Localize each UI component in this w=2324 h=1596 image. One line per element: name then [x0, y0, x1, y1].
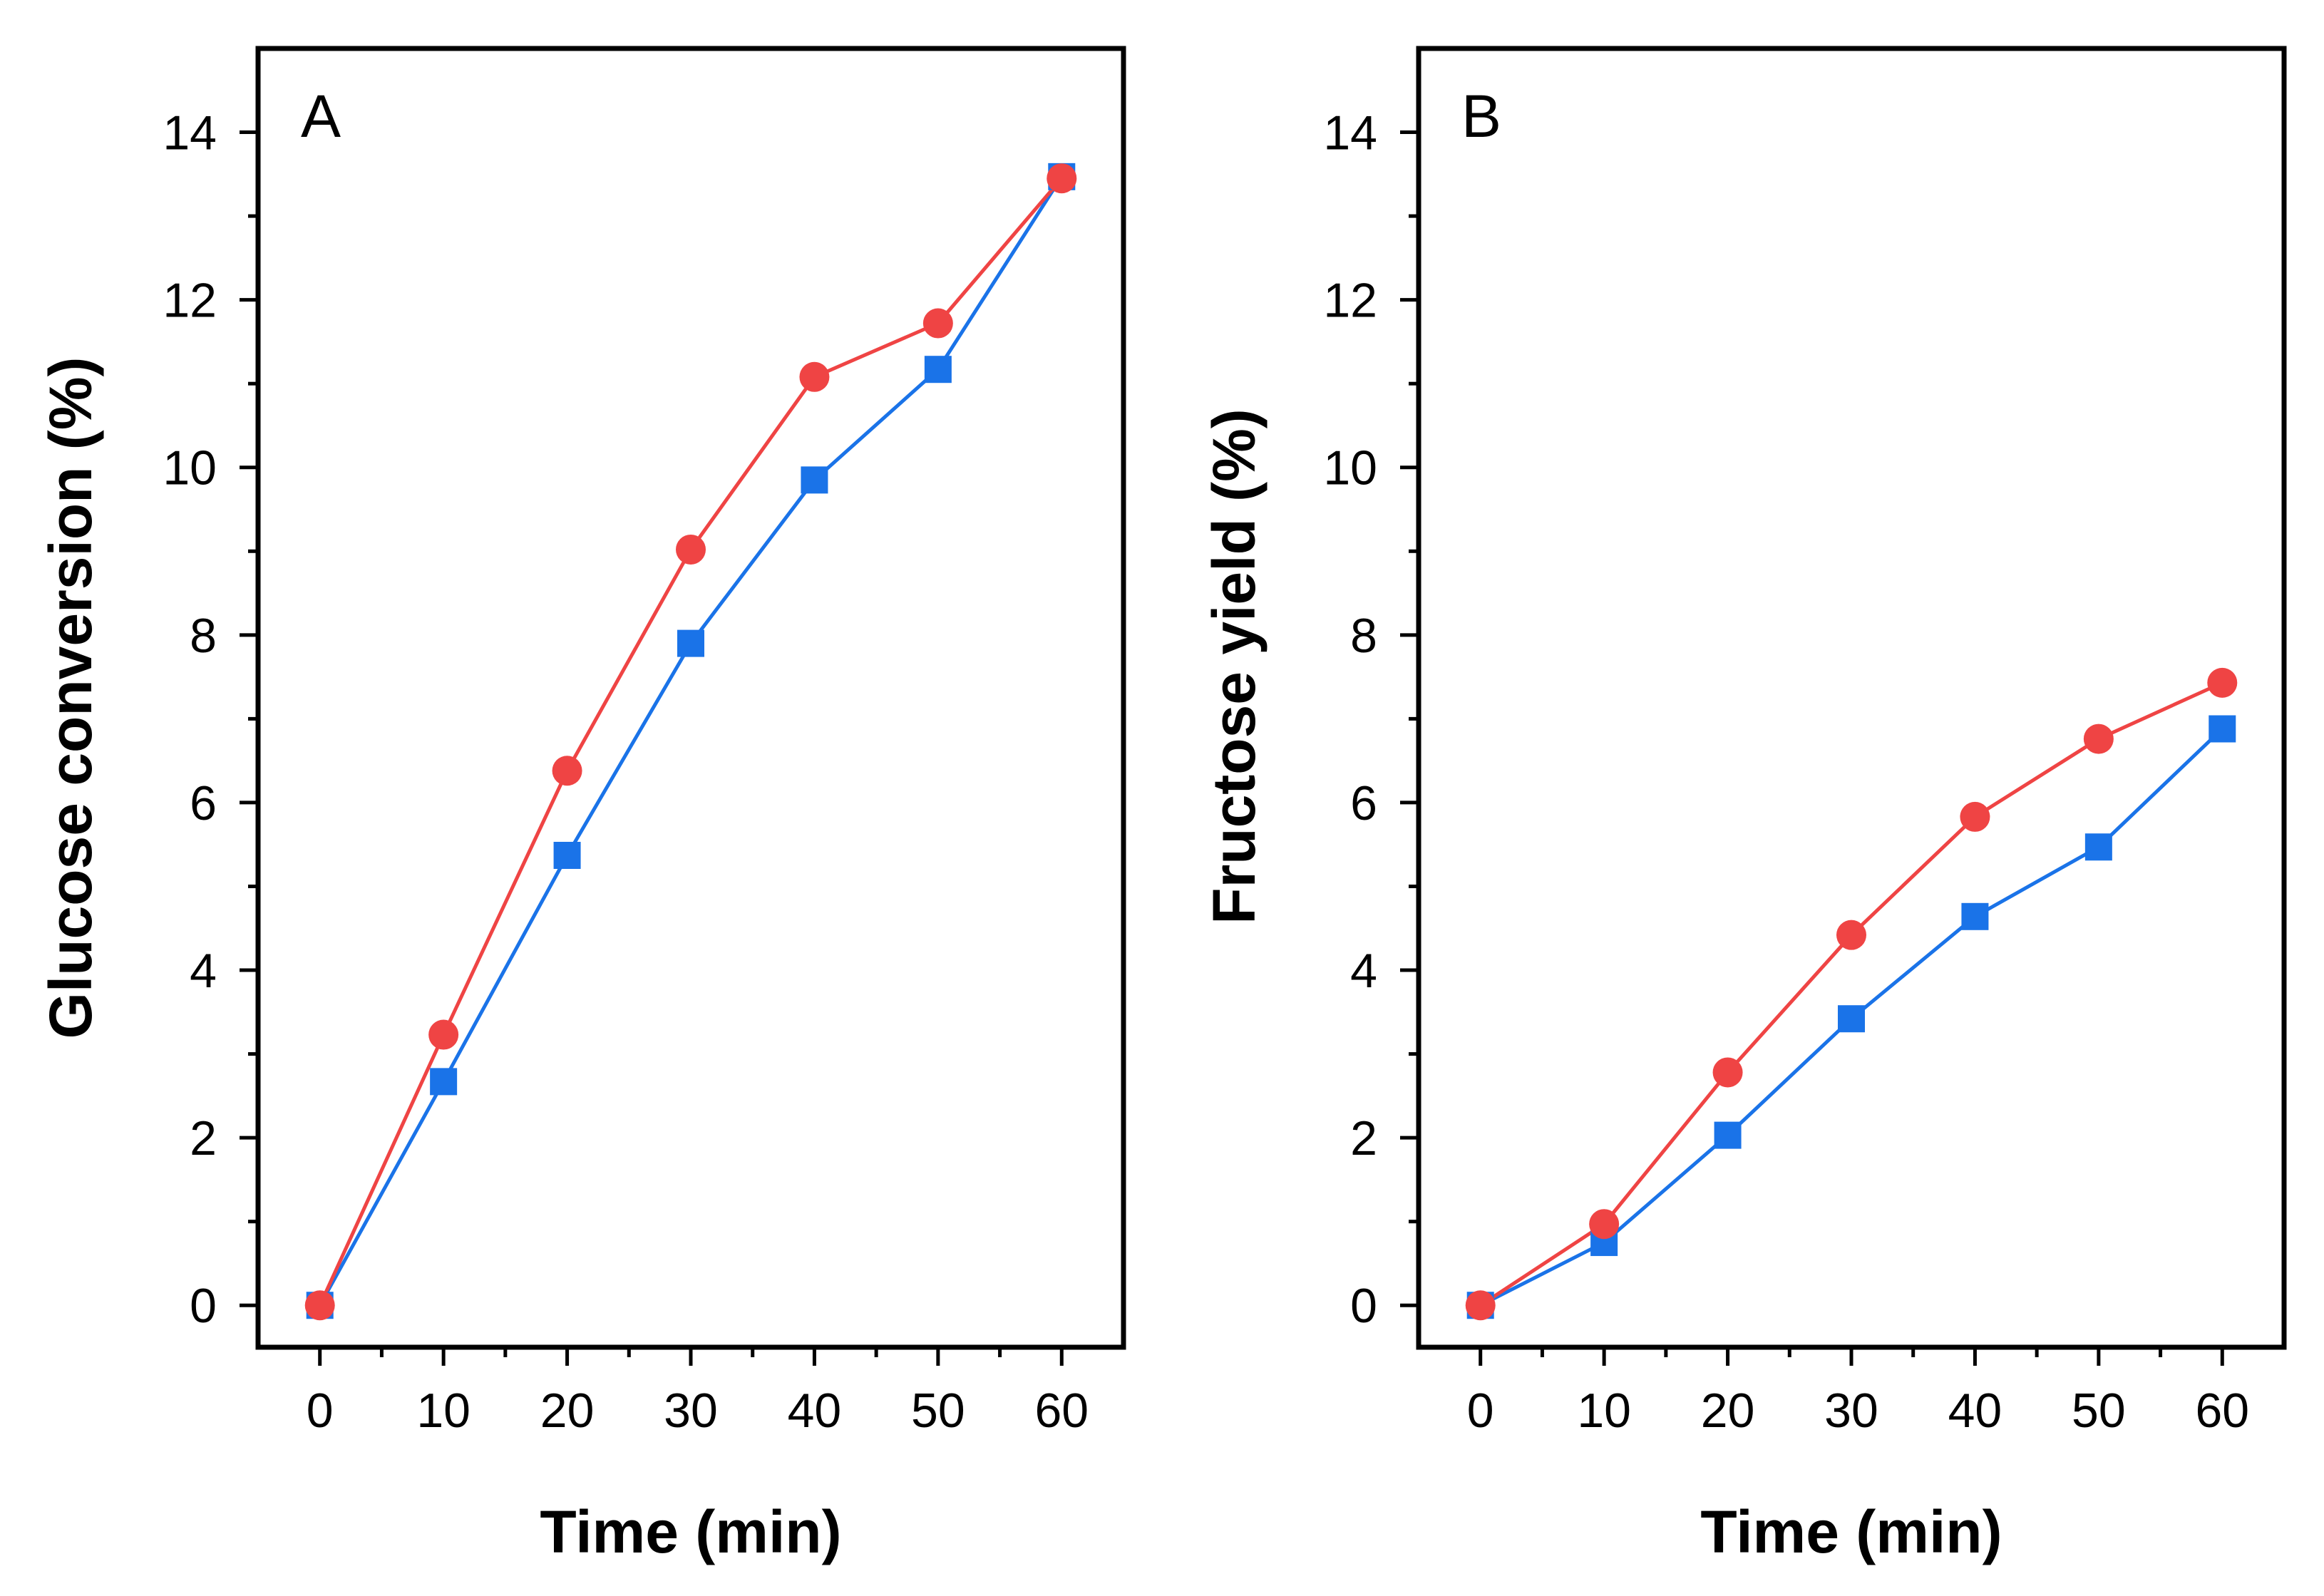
x-tick-label: 50 [911, 1384, 965, 1438]
x-tick-label: 10 [1577, 1384, 1631, 1438]
series-red-circle-point [922, 308, 953, 339]
x-tick-label: 20 [540, 1384, 595, 1438]
series-red-circle-point [676, 534, 706, 565]
panel-label: B [1461, 83, 1501, 150]
series-blue-square-point [1838, 1005, 1865, 1033]
series-blue-square-point [677, 629, 704, 657]
y-tick-label: 12 [1323, 274, 1377, 328]
y-axis: 0 2 4 6 8 10 12 14 [1323, 106, 1419, 1333]
series-red-circle-point [1712, 1057, 1743, 1088]
y-tick-label: 2 [1350, 1111, 1377, 1165]
y-tick-label: 4 [1350, 944, 1377, 998]
y-tick-label: 0 [190, 1279, 217, 1333]
series-layer [1465, 667, 2238, 1321]
plot-frame [1416, 46, 2287, 1350]
series-red-circle-line [1479, 681, 2223, 1307]
y-axis: 0 2 4 6 8 10 12 14 [163, 106, 258, 1333]
series-red-circle-point [1047, 163, 1077, 194]
x-tick-label: 40 [1948, 1384, 2002, 1438]
y-axis-title: Fructose yield (%) [1200, 408, 1268, 924]
series-blue-square-point [924, 356, 952, 383]
y-tick-label: 14 [1323, 106, 1377, 160]
x-axis: 0 10 20 30 40 50 60 [1467, 1347, 2249, 1438]
series-red-circle-point [552, 756, 582, 786]
y-tick-label: 4 [190, 944, 217, 998]
series-red-circle-point [428, 1019, 459, 1050]
y-tick-label: 8 [190, 609, 217, 663]
x-tick-label: 0 [1467, 1384, 1494, 1438]
y-tick-label: 2 [190, 1111, 217, 1165]
series-red-circle-point [1836, 920, 1866, 950]
y-tick-label: 6 [190, 776, 217, 830]
series-blue-square-point [553, 841, 581, 869]
series-blue-square-line [318, 175, 1064, 1307]
x-tick-label: 0 [307, 1384, 334, 1438]
series-red-circle-point [304, 1290, 335, 1321]
series-blue-square-point [2209, 715, 2236, 743]
y-tick-label: 10 [1323, 441, 1377, 495]
series-red-circle-point [2083, 724, 2114, 754]
series-red-circle-point [1589, 1209, 1620, 1240]
y-tick-label: 8 [1350, 609, 1377, 663]
y-tick-label: 12 [163, 274, 217, 328]
x-tick-label: 10 [416, 1384, 471, 1438]
panel-label: A [301, 83, 341, 150]
panel-a: A Time (min) Glucose conversion (%) 0 10 2… [37, 46, 1126, 1565]
y-tick-label: 0 [1350, 1279, 1377, 1333]
series-layer [304, 163, 1077, 1321]
series-red-circle-point [799, 361, 830, 392]
series-blue-square-point [1714, 1121, 1742, 1149]
series-red-circle-point [1960, 801, 1990, 832]
y-tick-label: 14 [163, 106, 217, 160]
y-axis-title: Glucose conversion (%) [37, 357, 104, 1039]
series-blue-square-point [1961, 902, 1989, 930]
x-tick-label: 20 [1701, 1384, 1755, 1438]
x-axis-title: Time (min) [540, 1498, 841, 1565]
series-blue-square-point [2084, 833, 2112, 861]
y-tick-label: 10 [163, 441, 217, 495]
x-tick-label: 60 [1034, 1384, 1089, 1438]
x-tick-label: 50 [2072, 1384, 2126, 1438]
x-tick-label: 30 [1824, 1384, 1878, 1438]
x-tick-label: 40 [788, 1384, 842, 1438]
series-blue-square-point [430, 1068, 458, 1096]
series-blue-square-point [801, 466, 828, 494]
x-tick-label: 30 [664, 1384, 718, 1438]
series-red-circle-point [2207, 667, 2238, 698]
panel-b: B Time (min) Fructose yield (%) 0 10 20 30 4… [1200, 46, 2287, 1565]
x-axis: 0 10 20 30 40 50 60 [307, 1347, 1089, 1438]
x-tick-label: 60 [2195, 1384, 2249, 1438]
x-axis-title: Time (min) [1700, 1498, 2002, 1565]
series-red-circle-point [1465, 1290, 1496, 1321]
y-tick-label: 6 [1350, 776, 1377, 830]
